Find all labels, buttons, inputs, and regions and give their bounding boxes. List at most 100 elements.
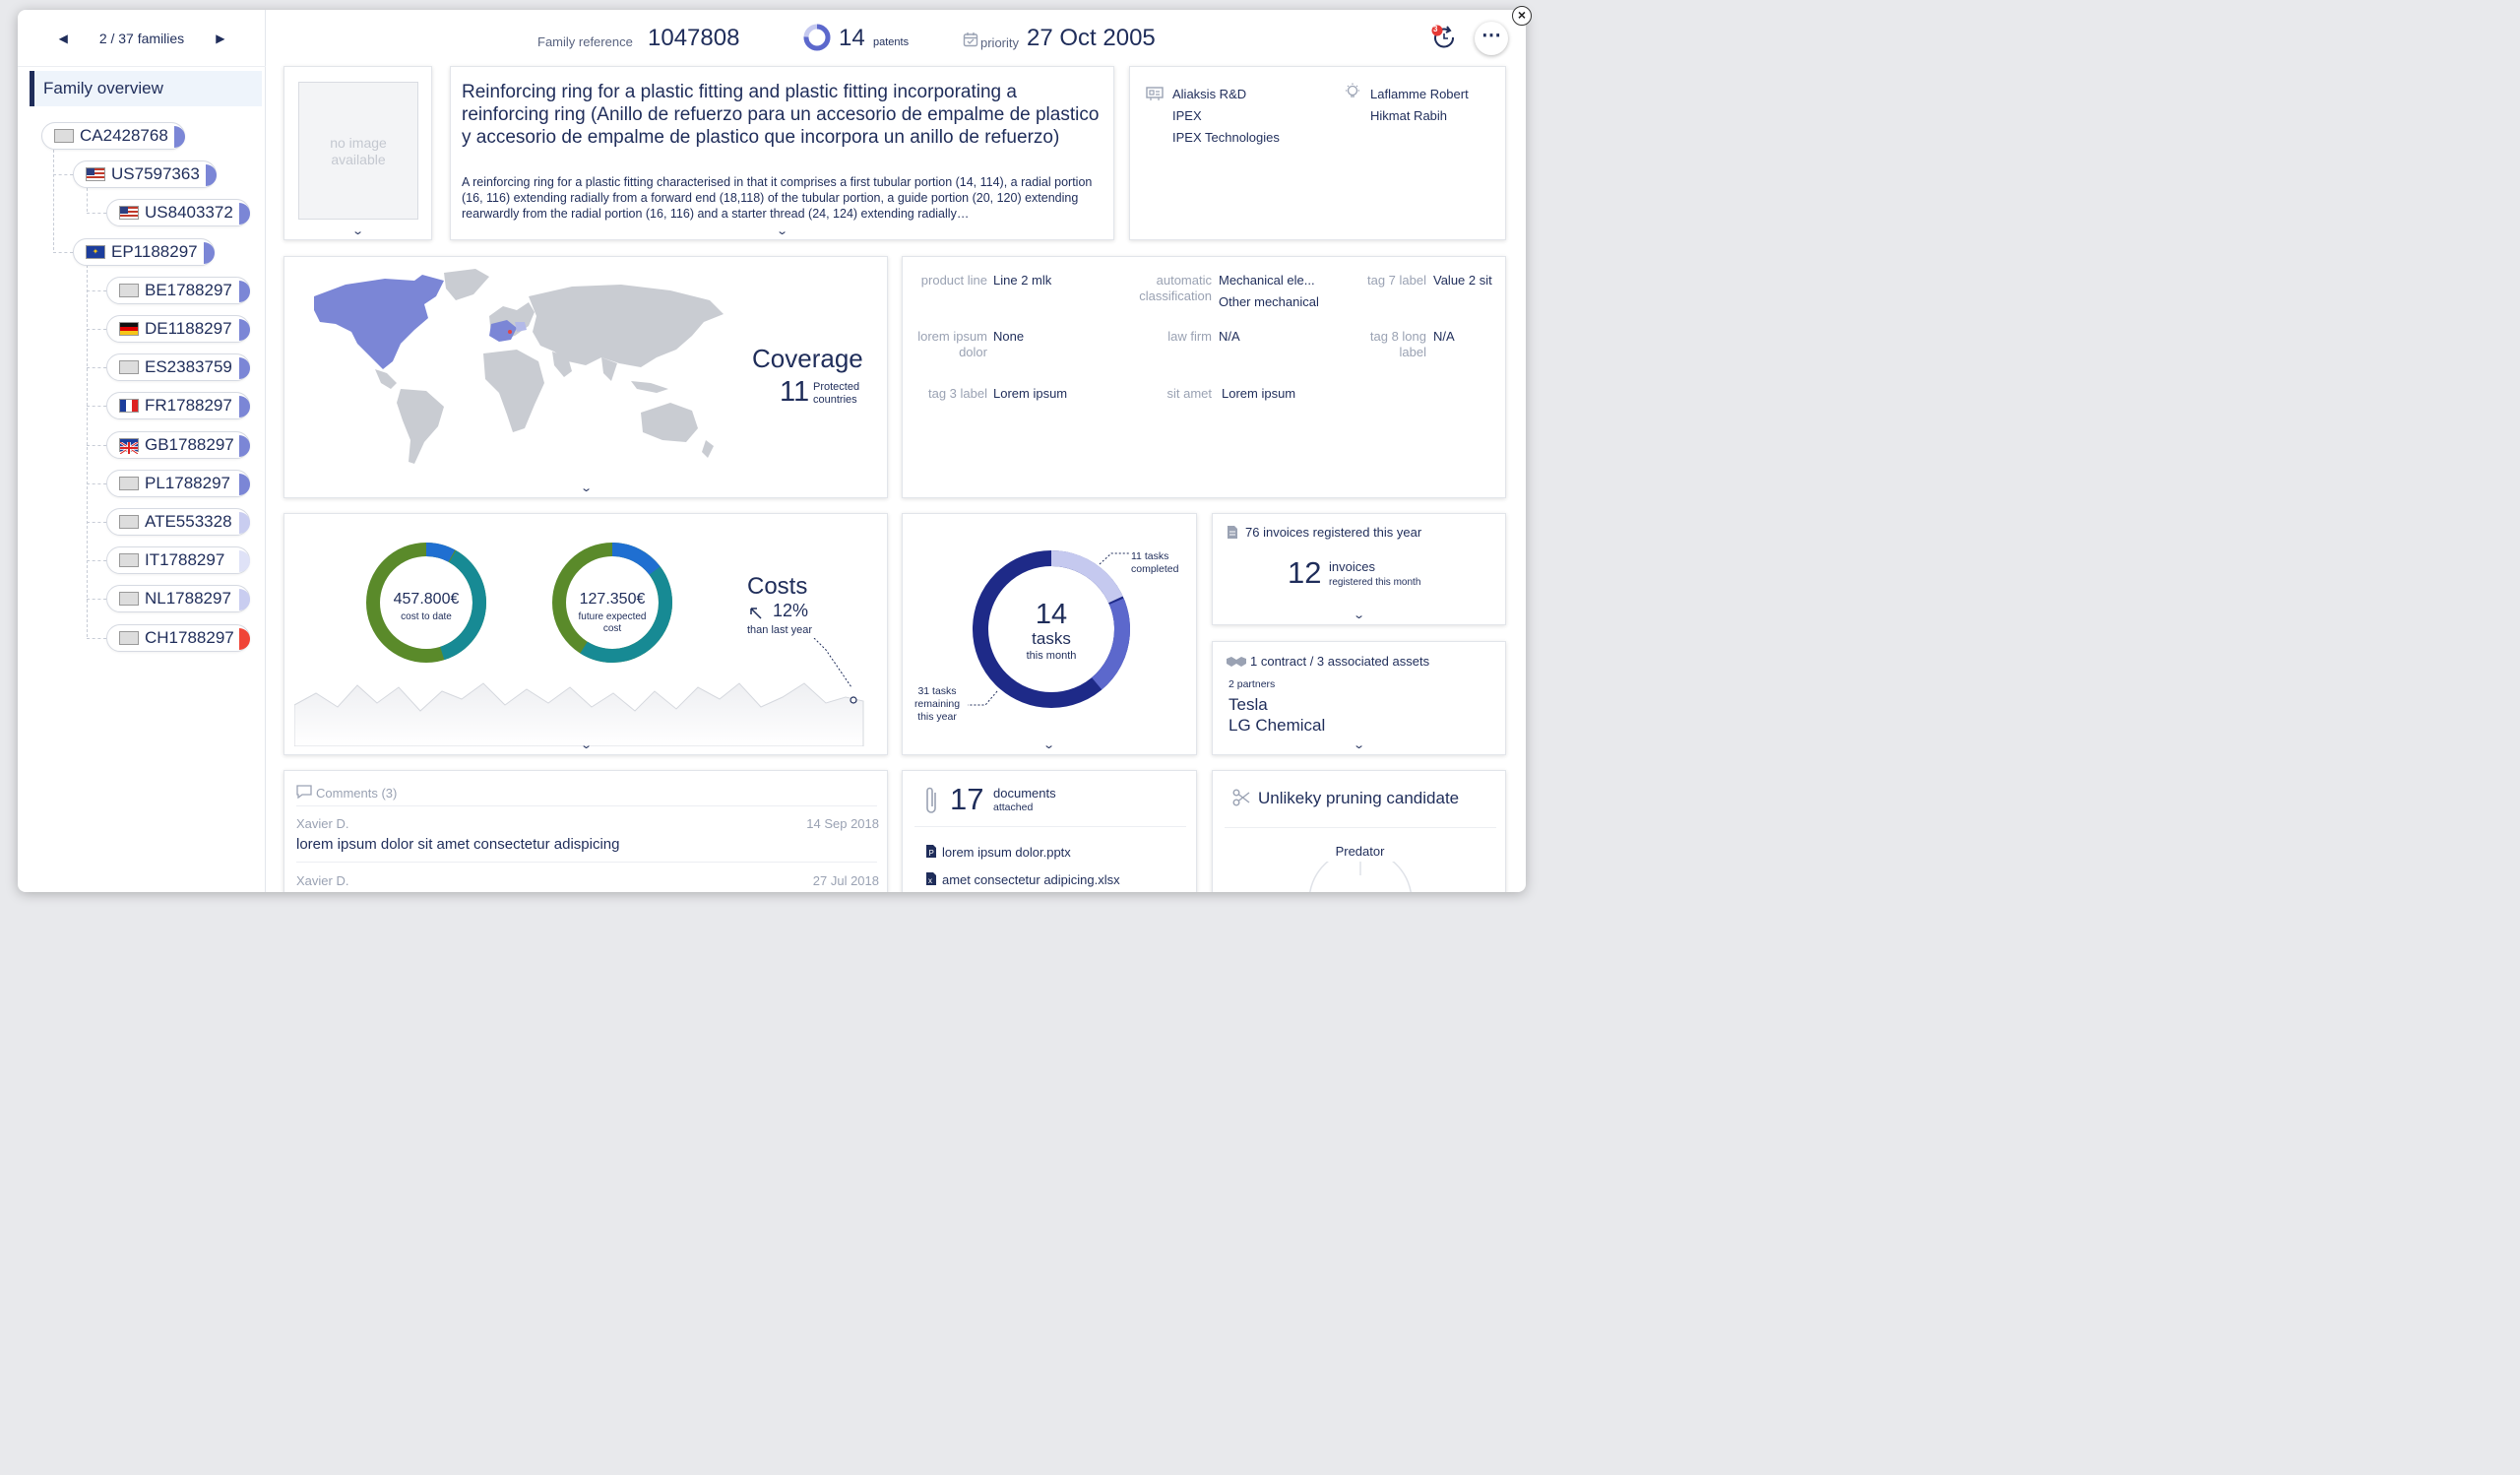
patent-node[interactable]: DE1188297 <box>106 315 250 343</box>
patent-number: FR1788297 <box>145 396 232 416</box>
pruning-card: Unlikeky pruning candidate Predator <box>1212 770 1506 892</box>
cost-trend-percent: 12% <box>773 601 808 621</box>
chevron-down-icon[interactable]: ⌄ <box>776 224 788 237</box>
tag-value-lorem-ipsum[interactable]: None <box>993 329 1024 344</box>
tag-value-tag3[interactable]: Lorem ipsum <box>993 386 1067 401</box>
patent-node[interactable]: ATE553328 <box>106 508 250 536</box>
tasks-completed-line2: completed <box>1131 563 1178 576</box>
tag-value-sit-amet[interactable]: Lorem ipsum <box>1222 386 1295 401</box>
caret-right-icon[interactable]: ▶ <box>194 32 246 45</box>
patent-node[interactable]: IT1788297 <box>106 546 250 574</box>
partner-lg-chemical[interactable]: LG Chemical <box>1228 716 1325 736</box>
inventor-list: Laflamme RobertHikmat Rabih <box>1370 84 1469 127</box>
patent-node[interactable]: PL1788297 <box>106 470 250 497</box>
documents-count: 17 <box>950 782 983 817</box>
svg-text:P: P <box>929 849 934 858</box>
caret-left-icon[interactable]: ◀ <box>37 32 90 45</box>
sidebar-item-family-overview[interactable]: Family overview <box>30 71 262 106</box>
patents-label: patents <box>873 36 909 48</box>
patent-number: CH1788297 <box>145 628 234 648</box>
flag-de-icon <box>119 322 139 336</box>
tree-connector <box>87 406 106 407</box>
partner-tesla[interactable]: Tesla <box>1228 695 1268 715</box>
chevron-down-icon[interactable]: ⌄ <box>351 224 364 237</box>
inventor-item[interactable]: Hikmat Rabih <box>1370 105 1469 127</box>
patent-node[interactable]: US7597363 <box>73 160 217 188</box>
status-indicator <box>239 435 250 457</box>
chevron-down-icon[interactable]: ⌄ <box>580 738 593 751</box>
family-counter: 2 / 37 families <box>99 31 184 46</box>
tasks-completed-label: 11 tasks completed <box>1131 550 1178 576</box>
calendar-icon <box>963 32 978 47</box>
pruning-gauge <box>1301 862 1419 892</box>
comments-card: Comments (3) Xavier D. 14 Sep 2018 lorem… <box>284 770 888 892</box>
close-icon[interactable]: × <box>1512 6 1532 26</box>
cost-to-date-value: 457.800€ <box>361 591 491 609</box>
xlsx-file-icon: x <box>925 871 937 886</box>
patent-node[interactable]: FR1788297 <box>106 392 250 419</box>
tag-value-product-line[interactable]: Line 2 mlk <box>993 273 1051 288</box>
cost-to-date-label: cost to date <box>361 611 491 622</box>
tag-value-tag7[interactable]: Value 2 sit <box>1433 273 1492 288</box>
map-europe-partial <box>515 322 527 332</box>
tasks-remaining-line1: 31 tasks <box>909 685 966 698</box>
patent-node[interactable]: BE1788297 <box>106 277 250 304</box>
future-cost-label-line1: future expected <box>547 611 677 623</box>
tasks-remaining-label: 31 tasks remaining this year <box>909 685 966 724</box>
patent-node[interactable]: ES2383759 <box>106 353 250 381</box>
more-options-button[interactable]: ⋯ <box>1475 22 1508 55</box>
tag-key-product-line: product line <box>911 273 987 288</box>
tag-key-automatic-classification: automatic classification <box>1127 273 1212 304</box>
status-indicator <box>239 357 250 379</box>
patent-number: PL1788297 <box>145 474 230 493</box>
patent-node[interactable]: CA2428768 <box>41 122 185 150</box>
chevron-down-icon[interactable]: ⌄ <box>1353 609 1365 621</box>
document-link[interactable]: lorem ipsum dolor.pptx <box>942 845 1071 860</box>
svg-text:x: x <box>928 876 932 885</box>
status-indicator <box>239 203 250 224</box>
partners-label: 2 partners <box>1228 678 1275 690</box>
comment-author: Xavier D. <box>296 816 348 831</box>
chevron-down-icon[interactable]: ⌄ <box>1042 738 1055 751</box>
patent-number: US8403372 <box>145 203 233 223</box>
inventor-item[interactable]: Laflamme Robert <box>1370 84 1469 105</box>
patent-node[interactable]: CH1788297 <box>106 624 250 652</box>
tree-connector <box>87 188 88 212</box>
patent-number: ATE553328 <box>145 512 232 532</box>
assignee-item[interactable]: IPEX <box>1172 105 1280 127</box>
tag-key-tag7: tag 7 label <box>1352 273 1426 288</box>
chevron-down-icon[interactable]: ⌄ <box>580 481 593 494</box>
patent-node[interactable]: US8403372 <box>106 199 250 226</box>
document-link[interactable]: amet consectetur adipicing.xlsx <box>942 872 1120 887</box>
lightbulb-icon <box>1344 83 1361 100</box>
chevron-down-icon[interactable]: ⌄ <box>1353 738 1365 751</box>
tag-value-classification-2[interactable]: Other mechanical <box>1219 294 1319 309</box>
tag-value-law-firm[interactable]: N/A <box>1219 329 1240 344</box>
patent-title: Reinforcing ring for a plastic fitting a… <box>462 81 1102 149</box>
company-icon <box>1146 86 1164 101</box>
family-reference-value: 1047808 <box>648 25 739 52</box>
map-greenland <box>444 269 489 300</box>
tag-key-sit-amet: sit amet <box>1127 386 1212 401</box>
patent-node[interactable]: NL1788297 <box>106 585 250 612</box>
family-reference-label: Family reference <box>537 34 633 49</box>
coverage-card: Coverage 11 Protected countries ⌄ <box>284 256 888 498</box>
status-indicator <box>239 589 250 610</box>
assignee-item[interactable]: IPEX Technologies <box>1172 127 1280 149</box>
tag-value-tag8[interactable]: N/A <box>1433 329 1455 344</box>
map-central-america <box>375 369 397 389</box>
tree-connector <box>87 560 106 561</box>
contracts-headline: 1 contract / 3 associated assets <box>1250 654 1429 669</box>
image-card: no image available ⌄ <box>284 66 432 240</box>
comments-divider <box>296 805 877 806</box>
tag-value-classification-1[interactable]: Mechanical ele... <box>1219 273 1315 288</box>
patent-node[interactable]: ✦EP1188297 <box>73 238 215 266</box>
tree-connector <box>87 483 106 484</box>
comments-divider <box>296 862 877 863</box>
patent-number: EP1188297 <box>111 242 198 262</box>
priority-label: priority <box>980 35 1019 50</box>
flag-fr-icon <box>119 399 139 413</box>
patent-node[interactable]: GB1788297 <box>106 431 250 459</box>
paperclip-icon <box>922 785 940 816</box>
assignee-item[interactable]: Aliaksis R&D <box>1172 84 1280 105</box>
